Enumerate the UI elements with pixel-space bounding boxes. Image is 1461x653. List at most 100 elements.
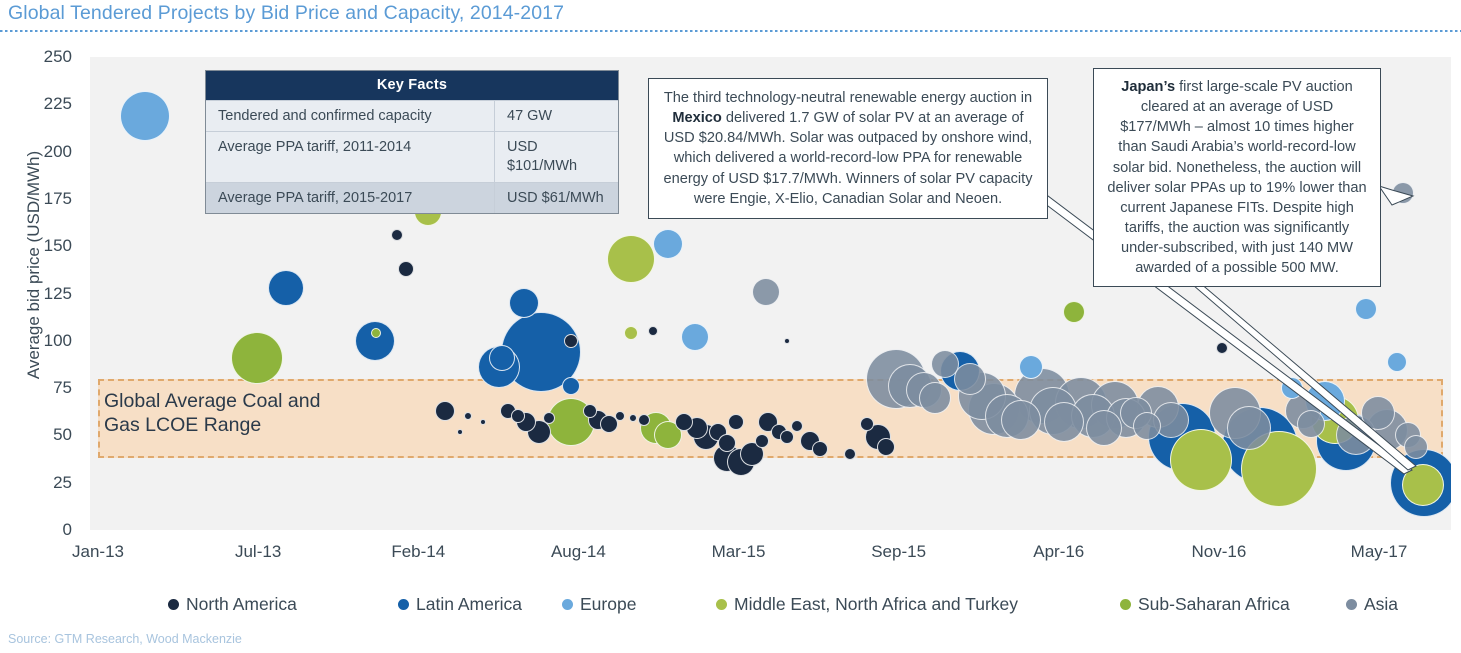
legend-marker-icon: [562, 599, 573, 610]
data-bubble: [648, 326, 659, 337]
data-bubble: [456, 428, 463, 435]
legend-label: Middle East, North Africa and Turkey: [734, 594, 1019, 614]
data-bubble: [1133, 411, 1162, 440]
data-bubble: [583, 403, 598, 418]
data-bubble: [463, 412, 472, 421]
legend-label: Sub-Saharan Africa: [1138, 594, 1290, 614]
legend-marker-icon: [398, 599, 409, 610]
data-bubble: [398, 260, 414, 277]
key-facts-value: USD $61/MWh: [494, 182, 618, 213]
data-bubble: [509, 287, 540, 318]
table-row: Average PPA tariff, 2015-2017 USD $61/MW…: [206, 181, 618, 213]
data-bubble: [931, 349, 960, 378]
data-bubble: [779, 430, 794, 445]
chart-legend: North America Latin America Europe Middle E…: [0, 588, 1461, 622]
legend-marker-icon: [1120, 599, 1131, 610]
y-axis-tick-label: 50: [53, 425, 72, 445]
x-axis-tick-label: May-17: [1350, 542, 1408, 561]
legend-item-1[interactable]: North America: [168, 594, 297, 615]
source-note: Source: GTM Research, Wood Mackenzie: [8, 632, 242, 646]
key-facts-label: Average PPA tariff, 2015-2017: [218, 189, 413, 206]
legend-item-6[interactable]: Asia: [1346, 594, 1398, 615]
callout-japan-suffix: first large-scale PV auction cleared at …: [1107, 79, 1367, 277]
data-bubble: [606, 235, 655, 284]
data-bubble: [542, 412, 555, 425]
data-bubble: [510, 409, 525, 424]
key-facts-value: 47 GW: [494, 101, 618, 131]
y-axis-tick-label: 25: [53, 472, 72, 492]
table-row: Average PPA tariff, 2011-2014 USD $101/M…: [206, 131, 618, 182]
data-bubble: [843, 448, 856, 461]
data-bubble: [791, 419, 804, 432]
data-bubble: [614, 411, 625, 422]
y-axis-tick-label: 250: [43, 47, 72, 66]
data-bubble: [918, 381, 951, 414]
data-bubble: [390, 228, 403, 241]
data-bubble: [1227, 405, 1272, 450]
data-bubble: [371, 328, 382, 339]
table-row: Tendered and confirmed capacity 47 GW: [206, 100, 618, 131]
data-bubble: [488, 344, 515, 371]
data-bubble: [653, 229, 684, 260]
data-bubble: [1404, 434, 1429, 459]
data-bubble: [752, 277, 781, 306]
data-bubble: [755, 434, 770, 449]
legend-label: Asia: [1364, 594, 1399, 614]
data-bubble: [783, 337, 790, 344]
callout-japan: Japan’s first large-scale PV auction cle…: [1093, 68, 1381, 288]
data-bubble: [1391, 182, 1414, 205]
y-axis-tick-label: 100: [43, 330, 72, 350]
data-bubble: [1361, 395, 1396, 430]
x-axis-tick-label: Apr-16: [1033, 542, 1085, 561]
page-title: Global Tendered Projects by Bid Price an…: [8, 2, 565, 24]
y-axis-tick-label: 125: [43, 283, 72, 303]
data-bubble: [230, 331, 283, 384]
data-bubble: [1216, 342, 1229, 355]
data-bubble: [638, 414, 651, 427]
key-facts-label: Average PPA tariff, 2011-2014: [218, 139, 412, 155]
legend-marker-icon: [716, 599, 727, 610]
callout-mexico-prefix: The third technology-neutral renewable e…: [663, 90, 1033, 106]
data-bubble: [1000, 400, 1041, 441]
data-bubble: [1063, 301, 1086, 324]
data-bubble: [562, 377, 581, 396]
data-bubble: [120, 90, 171, 141]
data-bubble: [953, 362, 986, 395]
data-bubble: [812, 440, 829, 457]
legend-item-2[interactable]: Latin America: [398, 594, 522, 615]
y-axis-tick-label: 150: [43, 236, 72, 256]
legend-label: Europe: [580, 594, 637, 614]
data-bubble: [718, 433, 737, 452]
data-bubble: [479, 419, 486, 426]
y-axis-tick-label: 175: [43, 188, 72, 208]
data-bubble: [268, 269, 305, 306]
data-bubble: [435, 400, 455, 421]
data-bubble: [681, 323, 710, 352]
legend-marker-icon: [1346, 599, 1357, 610]
key-facts-value: USD $101/MWh: [494, 132, 618, 182]
data-bubble: [623, 326, 638, 341]
callout-japan-bold: Japan’s: [1121, 79, 1176, 95]
data-bubble: [877, 437, 896, 456]
x-axis-tick-label: Sep-15: [871, 542, 927, 561]
x-axis-tick-label: Jul-13: [234, 542, 282, 561]
callout-mexico: The third technology-neutral renewable e…: [648, 78, 1048, 219]
legend-item-4[interactable]: Middle East, North Africa and Turkey: [716, 594, 1018, 615]
data-bubble: [1043, 402, 1084, 443]
x-axis-tick-label: Jan-13: [72, 542, 124, 561]
data-bubble: [675, 413, 694, 432]
legend-label: North America: [186, 594, 297, 614]
y-axis-tick-label: 225: [43, 94, 72, 114]
legend-item-3[interactable]: Europe: [562, 594, 636, 615]
callout-mexico-suffix: delivered 1.7 GW of solar PV at an avera…: [663, 110, 1033, 207]
legend-item-5[interactable]: Sub-Saharan Africa: [1120, 594, 1290, 615]
data-bubble: [1086, 409, 1123, 446]
x-axis-tick-label: Nov-16: [1191, 542, 1247, 561]
key-facts-label: Tendered and confirmed capacity: [218, 108, 432, 124]
x-axis-tick-label: Feb-14: [391, 542, 446, 561]
title-divider: [0, 30, 1461, 32]
data-bubble: [1401, 463, 1444, 506]
x-axis-tick-label: Aug-14: [550, 542, 606, 561]
y-axis-tick-label: 200: [43, 141, 72, 161]
data-bubble: [600, 415, 619, 434]
